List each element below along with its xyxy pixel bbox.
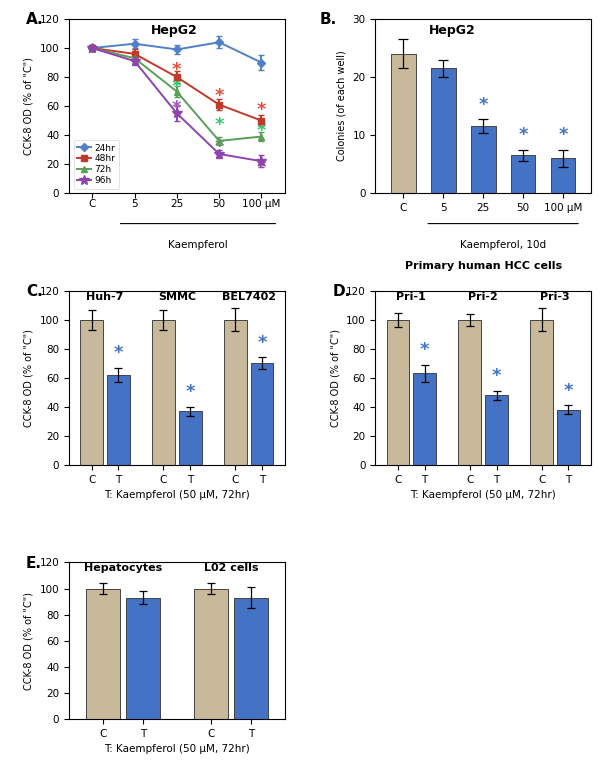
Bar — [551, 158, 575, 193]
Text: *: * — [563, 381, 573, 400]
Text: *: * — [257, 160, 266, 177]
Bar — [126, 597, 160, 719]
Bar — [86, 588, 120, 719]
Bar — [511, 155, 535, 193]
Y-axis label: Colonies (of each well): Colonies (of each well) — [337, 51, 347, 161]
Bar — [251, 363, 274, 465]
Text: *: * — [257, 122, 266, 140]
Bar — [179, 411, 202, 465]
Y-axis label: CCK-8 OD (% of "C"): CCK-8 OD (% of "C") — [330, 329, 340, 427]
Text: BEL7402: BEL7402 — [222, 292, 276, 302]
Text: *: * — [172, 78, 182, 96]
Text: D.: D. — [332, 284, 350, 299]
Bar — [152, 320, 175, 465]
Text: *: * — [172, 98, 182, 116]
Bar — [224, 320, 247, 465]
Text: B.: B. — [319, 12, 337, 27]
Y-axis label: CCK-8 OD (% of "C"): CCK-8 OD (% of "C") — [24, 592, 34, 689]
Bar — [107, 375, 130, 465]
Bar — [485, 395, 508, 465]
Text: *: * — [257, 333, 267, 352]
Bar — [386, 320, 409, 465]
Bar — [530, 320, 553, 465]
Text: *: * — [558, 126, 568, 144]
Text: Pri-1: Pri-1 — [397, 292, 426, 302]
Legend: 24hr, 48hr, 72h, 96h: 24hr, 48hr, 72h, 96h — [74, 140, 119, 189]
Text: Kaempferol, 10d: Kaempferol, 10d — [460, 240, 546, 250]
Text: *: * — [172, 61, 182, 79]
Y-axis label: CCK-8 OD (% of "C"): CCK-8 OD (% of "C") — [24, 329, 34, 427]
X-axis label: T: Kaempferol (50 μM, 72hr): T: Kaempferol (50 μM, 72hr) — [410, 490, 556, 500]
Text: *: * — [185, 383, 195, 401]
Text: *: * — [420, 341, 430, 359]
Text: *: * — [214, 87, 224, 105]
Y-axis label: CCK-8 OD (% of "C"): CCK-8 OD (% of "C") — [24, 57, 34, 155]
Text: Pri-3: Pri-3 — [540, 292, 570, 302]
Text: Huh-7: Huh-7 — [86, 292, 124, 302]
Text: *: * — [257, 101, 266, 119]
Text: SMMC: SMMC — [158, 292, 196, 302]
Text: A.: A. — [26, 12, 43, 27]
Text: *: * — [113, 344, 123, 361]
Title: Primary human HCC cells: Primary human HCC cells — [404, 260, 562, 270]
Bar — [413, 374, 436, 465]
Bar — [471, 126, 496, 193]
Text: *: * — [214, 138, 224, 156]
Bar — [80, 320, 103, 465]
Text: E.: E. — [26, 556, 42, 572]
Text: *: * — [478, 96, 488, 113]
Text: *: * — [492, 367, 501, 385]
Bar — [391, 54, 416, 193]
Bar — [458, 320, 481, 465]
X-axis label: T: Kaempferol (50 μM, 72hr): T: Kaempferol (50 μM, 72hr) — [104, 744, 250, 754]
Text: *: * — [518, 126, 528, 144]
Text: HepG2: HepG2 — [429, 24, 476, 37]
Text: Pri-2: Pri-2 — [468, 292, 498, 302]
X-axis label: T: Kaempferol (50 μM, 72hr): T: Kaempferol (50 μM, 72hr) — [104, 490, 250, 500]
Bar — [431, 68, 455, 193]
Text: C.: C. — [26, 284, 43, 299]
Text: *: * — [214, 116, 224, 134]
Bar — [194, 588, 227, 719]
Bar — [234, 597, 268, 719]
Text: Hepatocytes: Hepatocytes — [84, 563, 162, 573]
Text: HepG2: HepG2 — [151, 24, 198, 37]
Bar — [557, 409, 580, 465]
Text: Kaempferol: Kaempferol — [168, 240, 228, 250]
Text: L02 cells: L02 cells — [203, 563, 258, 573]
